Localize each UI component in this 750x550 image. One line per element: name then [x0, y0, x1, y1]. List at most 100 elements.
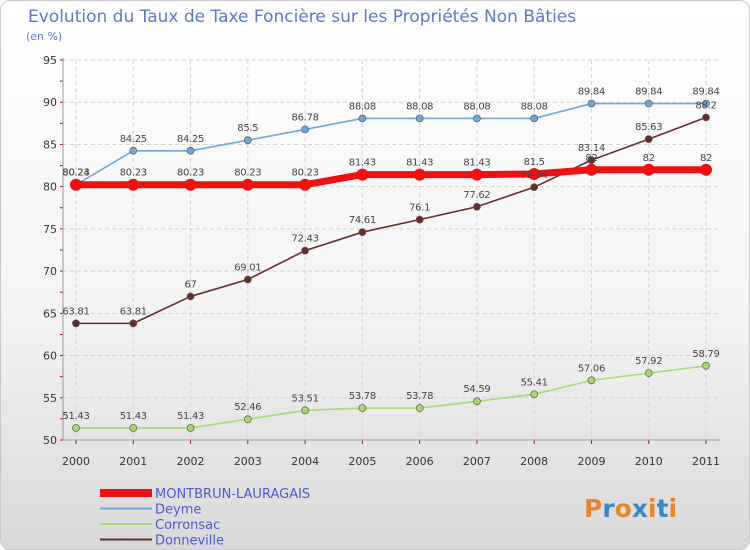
data-label: 54.59 [463, 384, 490, 395]
series-line-donneville [76, 116, 707, 325]
logo-letter: i [648, 494, 657, 523]
data-point [301, 246, 309, 255]
x-tick-label: 2001 [119, 455, 147, 468]
x-tick-label: 2000 [62, 455, 90, 468]
data-label: 80.23 [177, 168, 204, 179]
y-tick-label: 70 [43, 265, 57, 278]
data-label: 51.43 [62, 411, 89, 422]
data-point [129, 424, 138, 432]
y-tick-label: 50 [43, 434, 57, 447]
logo-letter: r [602, 494, 615, 523]
data-label: 88.2 [695, 100, 716, 111]
data-point [473, 202, 481, 211]
data-label: 53.51 [292, 393, 319, 404]
logo-letter: x [632, 494, 648, 523]
data-label: 85.5 [237, 123, 258, 134]
data-label: 58.79 [692, 349, 719, 360]
x-tick-label: 2007 [463, 455, 491, 468]
y-tick-label: 60 [43, 350, 57, 363]
x-tick-label: 2009 [577, 455, 605, 468]
y-tick-label: 85 [43, 138, 57, 151]
legend-label: Deyme [155, 503, 201, 518]
data-label: 89.84 [635, 87, 662, 98]
data-point [243, 275, 252, 284]
data-point [243, 415, 252, 424]
data-point [241, 178, 254, 191]
data-label: 79.94 [521, 170, 548, 181]
data-point [644, 369, 653, 377]
chart-title: Evolution du Taux de Taxe Foncière sur l… [28, 7, 576, 27]
data-label: 88.08 [349, 101, 376, 112]
data-label: 86.78 [292, 112, 319, 123]
x-tick-label: 2003 [234, 455, 262, 468]
data-label: 80.23 [234, 168, 261, 179]
data-label: 77.62 [463, 190, 490, 201]
data-label: 57.92 [635, 356, 662, 367]
data-point [644, 99, 653, 108]
data-label: 63.81 [62, 306, 89, 317]
data-point [470, 168, 483, 181]
data-point [301, 406, 309, 415]
data-point [184, 178, 197, 191]
grid [63, 59, 720, 441]
x-tick-label: 2004 [291, 455, 319, 468]
data-point [587, 99, 596, 108]
axes: 50 55 60 65 70 75 80 85 90 95 2000 2001 2002 2003 2004… [43, 54, 720, 468]
y-tick-label: 75 [43, 223, 57, 236]
data-point [127, 178, 140, 191]
data-label: 67 [184, 279, 196, 290]
series-line-montbrun-lauragais [76, 166, 706, 189]
series-line-deyme [75, 102, 706, 186]
data-label: 83.14 [578, 143, 605, 154]
data-point [528, 168, 541, 180]
chart-subtitle: (en %) [26, 30, 62, 43]
y-tick-label: 80 [43, 181, 57, 194]
data-point [702, 99, 710, 108]
data-point [186, 146, 195, 155]
data-label: 82 [700, 153, 712, 164]
data-label: 80.23 [120, 168, 147, 179]
legend-label: MONTBRUN-LAURAGAIS [155, 487, 310, 502]
data-labels: 80.23 80.23 80.23 80.23 80.23 81.43 81.43 81.43… [62, 87, 719, 422]
x-tick-label: 2002 [177, 455, 205, 468]
data-point [356, 168, 369, 181]
data-point [702, 361, 710, 370]
data-label: 81.5 [524, 157, 545, 168]
data-point [415, 404, 424, 412]
data-label: 85.63 [635, 122, 662, 133]
legend-label: Donneville [155, 534, 224, 549]
data-point [473, 114, 481, 123]
data-point [243, 136, 252, 145]
data-label: 80.24 [62, 168, 89, 179]
data-point [70, 178, 82, 191]
logo-letter: o [615, 494, 632, 523]
data-label: 74.61 [349, 215, 376, 226]
data-point [530, 390, 539, 399]
data-label: 89.84 [692, 87, 719, 98]
data-point [358, 404, 367, 412]
data-point [301, 125, 309, 134]
data-label: 80.23 [292, 168, 319, 179]
data-point [473, 397, 481, 406]
series-layer [70, 99, 712, 432]
y-tick-label: 90 [43, 96, 57, 109]
data-label: 81.43 [406, 158, 433, 169]
data-point [186, 292, 195, 301]
data-label: 88.08 [521, 101, 548, 112]
data-label: 84.25 [177, 134, 204, 145]
data-point [642, 163, 655, 176]
x-tick-label: 2005 [348, 455, 376, 468]
data-label: 89.84 [578, 87, 605, 98]
data-label: 82 [643, 153, 655, 164]
series-line-corronsac [76, 364, 707, 429]
data-label: 88.08 [463, 101, 490, 112]
logo-letter: t [657, 494, 669, 523]
data-label: 53.78 [349, 391, 376, 402]
y-tick-label: 65 [43, 307, 57, 320]
data-point [644, 135, 653, 143]
data-label: 57.06 [578, 363, 605, 374]
data-label: 53.78 [406, 391, 433, 402]
data-point [587, 376, 596, 385]
